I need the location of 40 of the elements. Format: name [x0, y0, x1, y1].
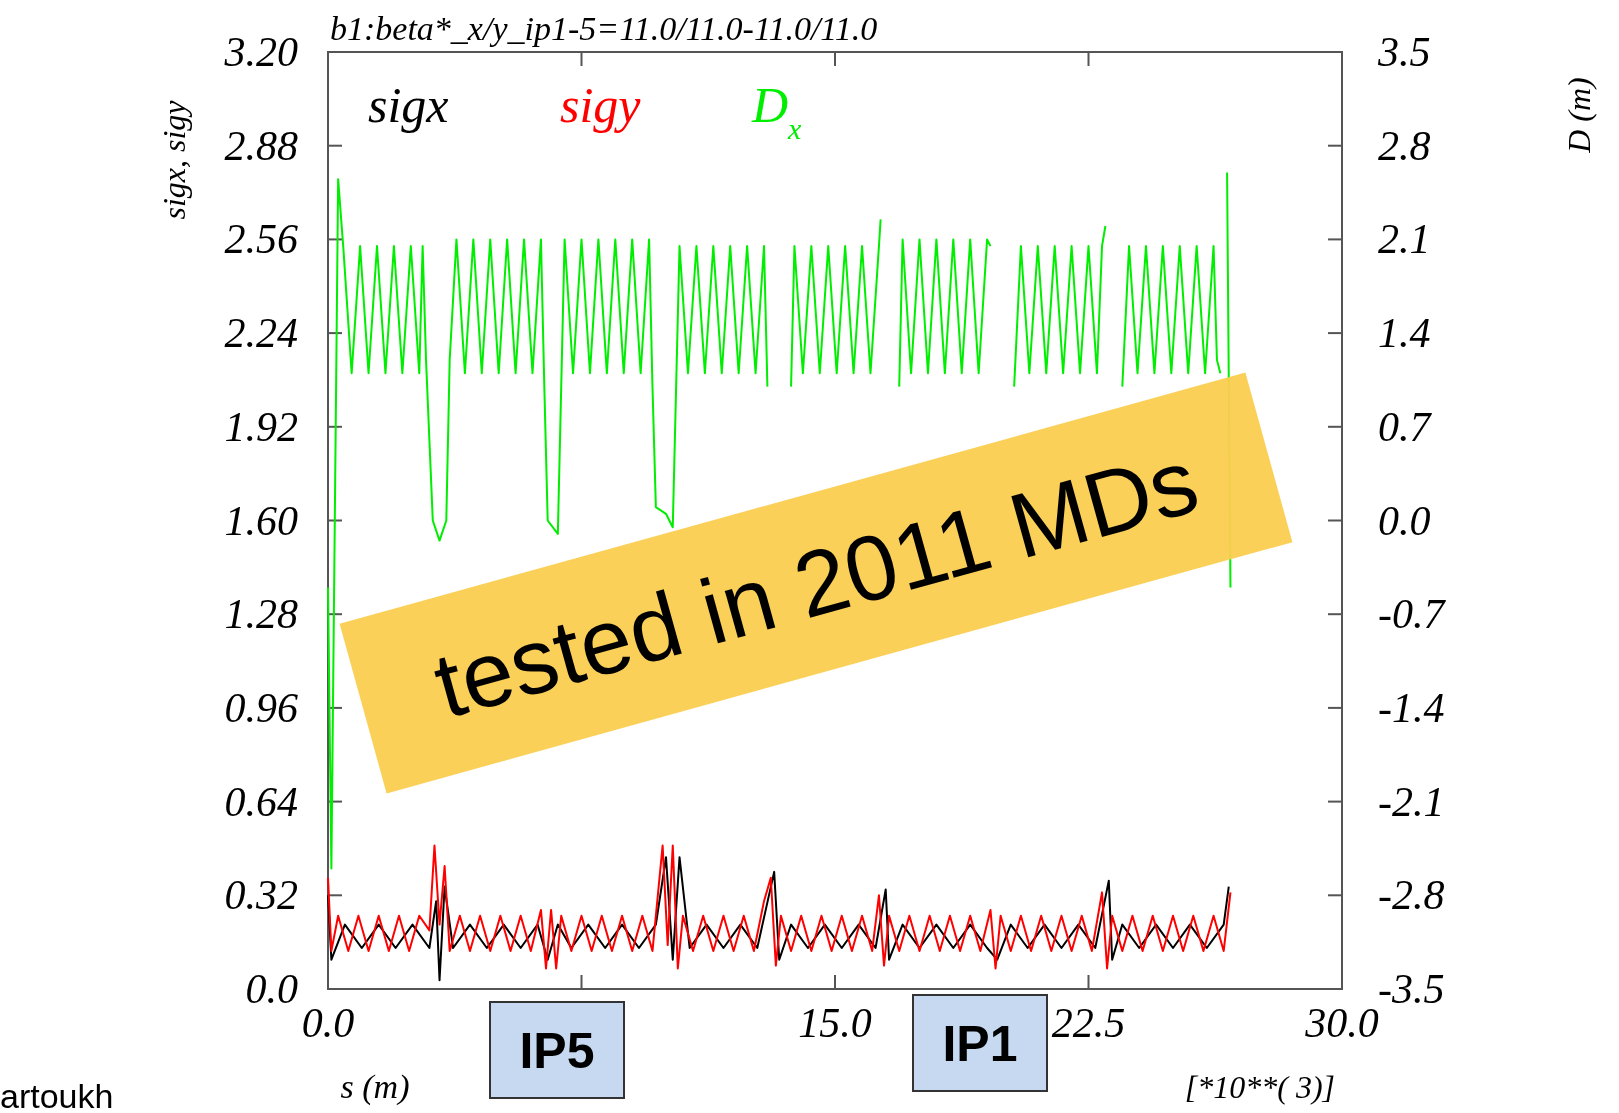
x-tick-label: 22.5	[1051, 1000, 1126, 1046]
y2-tick-label: 1.4	[1378, 310, 1431, 357]
y2-tick-label: -1.4	[1378, 684, 1445, 731]
y2-tick-label: 3.5	[1377, 29, 1431, 75]
text: sigy	[560, 77, 642, 133]
text: sigx	[368, 77, 449, 133]
text: D$_{x}$	[751, 77, 803, 145]
y-tick-label: 2.56	[224, 216, 298, 263]
y-tick-label: 1.28	[224, 591, 298, 638]
text: [*10**( 3)]	[1184, 1069, 1335, 1105]
x-tick-label: 15.0	[798, 1000, 872, 1046]
y2-tick-label: -2.8	[1378, 872, 1445, 919]
y-axis-title: sigx, sigy	[156, 99, 192, 220]
y-tick-label: 0.0	[245, 966, 298, 1012]
line-series	[327, 856, 1230, 982]
y2-tick-label: 2.1	[1378, 216, 1431, 263]
y-tick-label: 2.24	[224, 310, 298, 357]
y2-tick-label: 2.8	[1378, 122, 1431, 169]
y-tick-label: 0.32	[224, 872, 298, 919]
text: IP1	[942, 1016, 1018, 1072]
y-tick-label: 1.92	[224, 403, 298, 450]
x-axis-title: s (m)	[340, 1068, 410, 1106]
chart-title: b1:beta*_x/y_ip1-5=11.0/11.0-11.0/11.0	[330, 10, 878, 47]
y-tick-label: 0.96	[224, 684, 298, 731]
y-tick-label: 1.60	[224, 497, 298, 544]
annotation: tested in 2011 MDs	[423, 428, 1209, 738]
y2-tick-label: 0.7	[1378, 403, 1433, 450]
line-series	[327, 844, 1232, 970]
y2-tick-label: -2.1	[1378, 778, 1445, 825]
y-tick-label: 2.88	[224, 122, 298, 169]
x-tick-label: 30.0	[1304, 1000, 1379, 1046]
y2-axis-title: D (m)	[1561, 77, 1597, 154]
text: artoukh	[0, 1077, 114, 1113]
y-tick-label: 3.20	[223, 29, 298, 75]
x-tick-label: 0.0	[301, 1000, 355, 1046]
y-tick-label: 0.64	[224, 778, 298, 825]
y2-tick-label: 0.0	[1378, 497, 1431, 544]
y2-tick-label: -3.5	[1378, 966, 1445, 1012]
text: IP5	[519, 1023, 595, 1079]
y2-tick-label: -0.7	[1378, 591, 1447, 638]
